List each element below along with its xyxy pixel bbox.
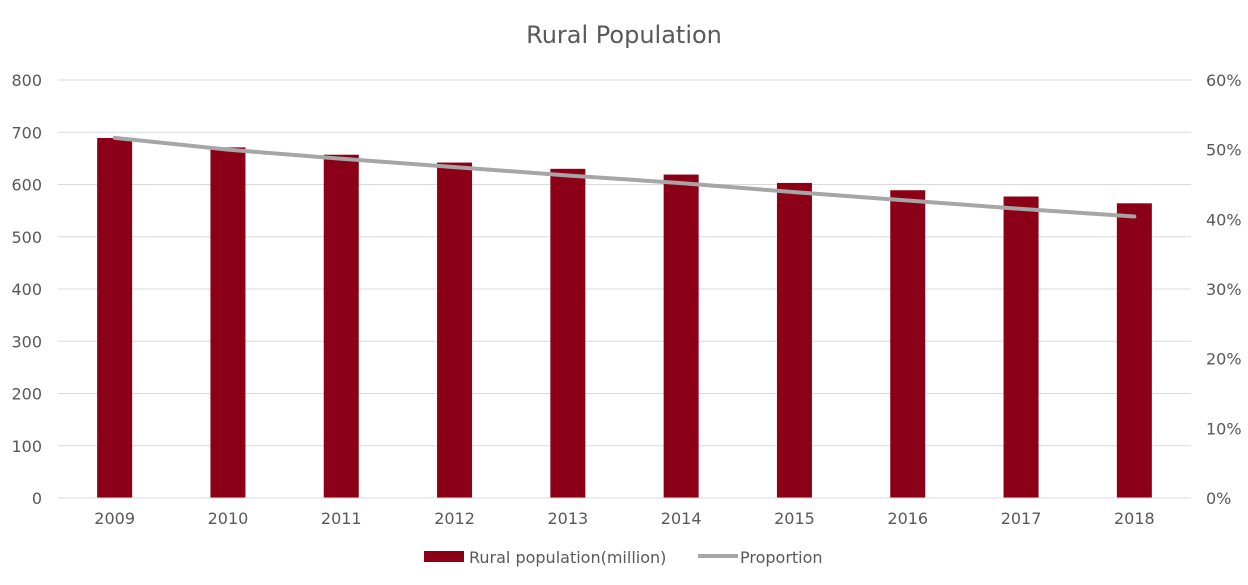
x-axis-tick-label: 2013 bbox=[547, 509, 588, 528]
x-axis-tick-label: 2014 bbox=[661, 509, 702, 528]
left-axis-tick-label: 500 bbox=[11, 228, 42, 247]
bar-2009 bbox=[97, 137, 133, 498]
chart-title: Rural Population bbox=[526, 21, 722, 49]
right-axis-tick-label: 0% bbox=[1206, 489, 1231, 508]
right-axis-tick-label: 10% bbox=[1206, 419, 1242, 438]
right-axis-tick-label: 50% bbox=[1206, 141, 1242, 160]
bar-2011 bbox=[323, 154, 359, 498]
bar-series bbox=[97, 137, 1152, 498]
x-axis-tick-label: 2010 bbox=[208, 509, 249, 528]
right-axis-tick-label: 60% bbox=[1206, 71, 1242, 90]
bar-2018 bbox=[1116, 203, 1152, 498]
bar-2012 bbox=[437, 162, 473, 498]
legend-label-proportion: Proportion bbox=[740, 548, 823, 567]
x-axis-tick-label: 2012 bbox=[434, 509, 475, 528]
legend-swatch-rural-population bbox=[424, 551, 464, 562]
left-axis-tick-label: 600 bbox=[11, 176, 42, 195]
left-axis-tick-label: 0 bbox=[32, 489, 42, 508]
x-axis: 2009 2010 2011 2012 2013 2014 2015 2016 2017 2018 bbox=[58, 497, 1191, 528]
x-axis-tick-label: 2009 bbox=[94, 509, 135, 528]
right-axis-tick-label: 40% bbox=[1206, 210, 1242, 229]
legend-label-rural-population: Rural population(million) bbox=[469, 548, 666, 567]
right-axis-tick-label: 20% bbox=[1206, 350, 1242, 369]
line-series bbox=[112, 135, 1137, 219]
left-axis-tick-label: 800 bbox=[11, 71, 42, 90]
x-axis-tick-label: 2018 bbox=[1114, 509, 1155, 528]
left-axis-tick-label: 700 bbox=[11, 123, 42, 142]
legend: Rural population(million) Proportion bbox=[424, 548, 823, 567]
x-axis-tick-label: 2011 bbox=[321, 509, 362, 528]
bar-2014 bbox=[663, 174, 699, 498]
bar-2013 bbox=[550, 168, 586, 498]
right-y-axis: 0% 10% 20% 30% 40% 50% 60% bbox=[1206, 71, 1242, 508]
x-axis-tick-label: 2016 bbox=[887, 509, 928, 528]
left-y-axis: 0 100 200 300 400 500 600 700 800 bbox=[11, 71, 42, 508]
bar-2010 bbox=[210, 147, 246, 498]
x-axis-tick-label: 2017 bbox=[1001, 509, 1042, 528]
bar-2015 bbox=[776, 182, 812, 498]
bar-2017 bbox=[1003, 196, 1039, 498]
left-axis-tick-label: 400 bbox=[11, 280, 42, 299]
gridlines bbox=[58, 79, 1191, 447]
left-axis-tick-label: 300 bbox=[11, 332, 42, 351]
left-axis-tick-label: 200 bbox=[11, 385, 42, 404]
left-axis-tick-label: 100 bbox=[11, 437, 42, 456]
bar-2016 bbox=[890, 190, 926, 498]
x-axis-tick-label: 2015 bbox=[774, 509, 815, 528]
right-axis-tick-label: 30% bbox=[1206, 280, 1242, 299]
proportion-line bbox=[112, 135, 1137, 219]
